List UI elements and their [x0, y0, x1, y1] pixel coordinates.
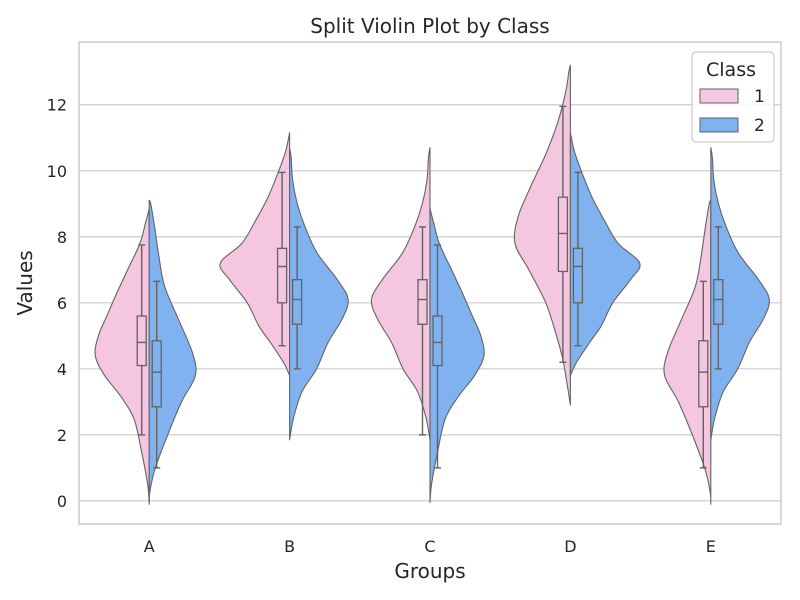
box-iqr — [432, 315, 443, 367]
legend-swatch-class-2 — [699, 117, 739, 133]
y-tick-label: 2 — [57, 426, 67, 445]
x-tick-label-c: C — [424, 537, 435, 556]
violin-d-class-1 — [513, 64, 571, 406]
x-tick-label-d: D — [564, 537, 576, 556]
boxplot-d-class-1 — [557, 105, 569, 363]
boxplot-c-class-2 — [432, 244, 443, 469]
y-tick-label: 6 — [57, 294, 67, 313]
box-iqr — [572, 247, 584, 304]
y-tick-label: 12 — [47, 96, 67, 115]
boxplot-d-class-2 — [572, 171, 584, 347]
box-iqr — [276, 247, 288, 304]
plot-frame — [78, 41, 782, 525]
legend-swatch-class-1 — [699, 88, 739, 104]
chart-title: Split Violin Plot by Class — [310, 14, 549, 38]
boxplot-e-class-1 — [698, 280, 709, 469]
x-tick-labels: A B C D E — [144, 537, 716, 556]
x-tick-label-a: A — [144, 537, 155, 556]
boxplot-e-class-2 — [713, 226, 724, 370]
boxplot-a-class-1 — [136, 244, 147, 436]
x-tick-label-b: B — [284, 537, 295, 556]
legend-label-class-2: 2 — [754, 116, 765, 136]
y-tick-label: 8 — [57, 228, 67, 247]
box-iqr — [291, 279, 303, 325]
box-iqr — [136, 315, 147, 367]
violin-d-class-2 — [569, 132, 641, 376]
violins — [94, 64, 770, 505]
violin-e-class-2 — [710, 147, 770, 441]
y-axis-title: Values — [13, 250, 37, 315]
y-tick-label: 0 — [57, 492, 67, 511]
legend: Class 1 2 — [691, 51, 775, 143]
boxplot-a-class-2 — [151, 280, 162, 469]
boxplot-b-class-2 — [291, 226, 303, 370]
box-iqr — [151, 340, 162, 408]
violin-a-class-1 — [94, 208, 150, 504]
violin-c-class-2 — [429, 208, 485, 504]
y-tick-labels: 0 2 4 6 8 10 12 — [47, 96, 67, 511]
box-iqr — [713, 279, 724, 325]
box-iqr — [698, 340, 709, 408]
violin-b-class-1 — [219, 132, 291, 376]
violin-b-class-2 — [289, 147, 349, 441]
x-tick-label-e: E — [706, 537, 716, 556]
box-iqr — [557, 196, 569, 273]
legend-title: Class — [706, 59, 756, 81]
boxplot-b-class-1 — [276, 171, 288, 347]
y-tick-label: 4 — [57, 360, 67, 379]
box-iqr — [417, 279, 428, 325]
boxplot-c-class-1 — [417, 226, 428, 436]
y-tick-label: 10 — [47, 162, 67, 181]
legend-label-class-1: 1 — [754, 87, 765, 107]
violin-c-class-1 — [370, 147, 431, 441]
x-axis-title: Groups — [394, 559, 465, 583]
